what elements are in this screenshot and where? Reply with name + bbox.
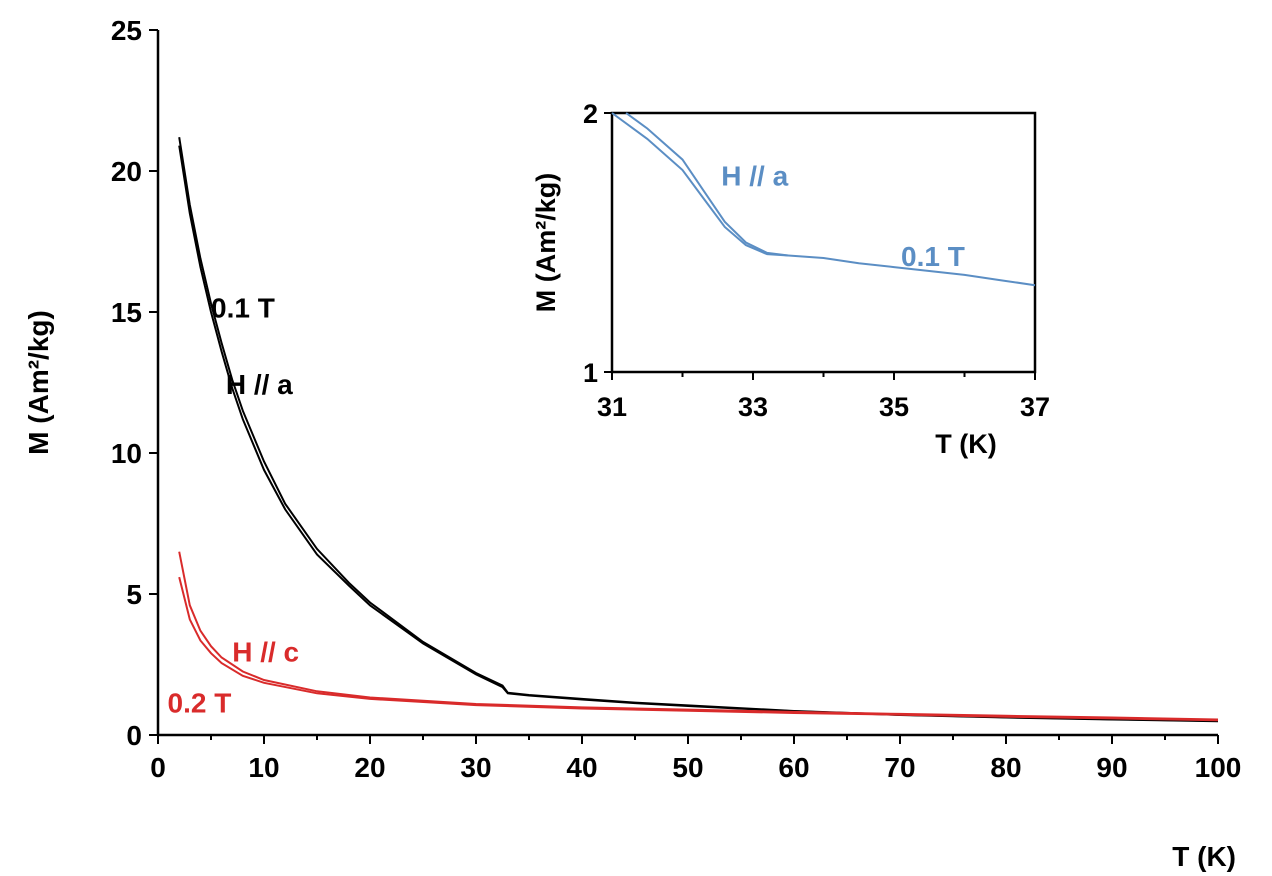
y-tick-label: 15 <box>111 297 142 328</box>
y-tick-label: 10 <box>111 438 142 469</box>
y-tick-label: 5 <box>126 579 142 610</box>
inset-y-axis-label: M (Am²/kg) <box>531 173 561 312</box>
inset-frame <box>610 111 1037 374</box>
annotation-label: 0.2 T <box>168 687 232 718</box>
inset-series-line-2 <box>625 112 789 257</box>
inset-x-tick-label: 37 <box>1020 392 1050 422</box>
x-tick-label: 70 <box>884 752 915 783</box>
series-line-4 <box>178 576 1219 722</box>
annotation-label: H // a <box>226 369 293 400</box>
x-tick-label: 50 <box>672 752 703 783</box>
inset-annotation-label: H // a <box>721 161 788 192</box>
x-tick-label: 90 <box>1096 752 1127 783</box>
inset-y-tick-label: 2 <box>583 99 598 129</box>
inset-x-tick-label: 33 <box>738 392 768 422</box>
x-tick-label: 10 <box>248 752 279 783</box>
y-tick-label: 0 <box>126 720 142 751</box>
annotation-label: H // c <box>232 637 299 668</box>
inset-series-line-1 <box>611 112 1036 287</box>
inset-y-tick-label: 1 <box>583 358 598 388</box>
x-tick-label: 80 <box>990 752 1021 783</box>
x-tick-label: 30 <box>460 752 491 783</box>
x-tick-label: 0 <box>150 752 166 783</box>
x-tick-label: 40 <box>566 752 597 783</box>
inset-annotation-label: 0.1 T <box>901 241 965 272</box>
x-tick-label: 100 <box>1195 752 1242 783</box>
annotation-label: 0.1 T <box>211 293 275 324</box>
inset-x-tick-label: 31 <box>597 392 627 422</box>
x-axis-label: T (K) <box>1172 841 1236 872</box>
y-axis-label: M (Am²/kg) <box>23 310 54 455</box>
inset-x-axis-label: T (K) <box>935 429 996 459</box>
y-tick-label: 20 <box>111 156 142 187</box>
x-tick-label: 20 <box>354 752 385 783</box>
x-tick-label: 60 <box>778 752 809 783</box>
y-tick-label: 25 <box>111 15 142 46</box>
inset-x-tick-label: 35 <box>879 392 909 422</box>
